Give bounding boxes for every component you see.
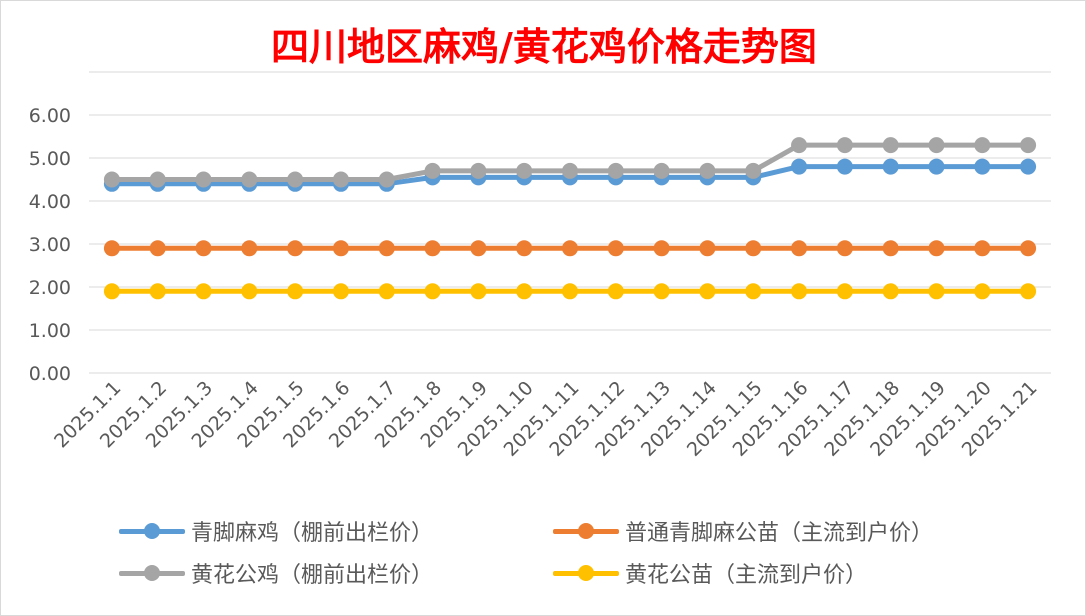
data-point-series-3 <box>332 171 349 188</box>
data-point-series-3 <box>745 162 762 179</box>
plot-area: 0.001.002.003.004.005.006.002025.1.12025… <box>29 71 1051 461</box>
data-point-series-4 <box>699 283 716 300</box>
data-point-series-4 <box>378 283 395 300</box>
data-point-series-2 <box>745 240 762 257</box>
data-point-series-4 <box>882 283 899 300</box>
data-point-series-3 <box>241 171 258 188</box>
data-point-series-4 <box>241 283 258 300</box>
data-point-series-3 <box>882 137 899 154</box>
data-point-series-2 <box>424 240 441 257</box>
legend-swatch-series-3 <box>119 553 185 593</box>
legend-item-series-1: 青脚麻鸡（棚前出栏价） <box>119 511 433 551</box>
data-point-series-2 <box>287 240 304 257</box>
data-point-series-4 <box>1020 283 1037 300</box>
y-tick-label: 0.00 <box>29 363 71 385</box>
chart-title: 四川地区麻鸡/黄花鸡价格走势图 <box>271 24 817 69</box>
data-point-series-4 <box>745 283 762 300</box>
data-point-series-2 <box>195 240 212 257</box>
legend-swatch-series-2 <box>553 511 619 551</box>
legend-label-series-2: 普通青脚麻公苗（主流到户价） <box>625 521 934 546</box>
data-point-series-3 <box>149 171 166 188</box>
legend-swatch-series-4 <box>553 553 619 593</box>
data-point-series-3 <box>516 162 533 179</box>
data-point-series-2 <box>470 240 487 257</box>
data-point-series-4 <box>928 283 945 300</box>
data-point-series-3 <box>653 162 670 179</box>
data-point-series-4 <box>103 283 120 300</box>
data-point-series-1 <box>928 158 945 175</box>
data-point-series-2 <box>974 240 991 257</box>
legend-item-series-3: 黄花公鸡（棚前出栏价） <box>119 553 433 593</box>
data-point-series-1 <box>791 158 808 175</box>
data-point-series-2 <box>332 240 349 257</box>
data-point-series-4 <box>653 283 670 300</box>
y-tick-label: 6.00 <box>29 105 71 127</box>
legend-item-series-4: 黄花公苗（主流到户价） <box>553 553 867 593</box>
legend-label-series-1: 青脚麻鸡（棚前出栏价） <box>191 521 434 546</box>
legend: 青脚麻鸡（棚前出栏价） 普通青脚麻公苗（主流到户价） 黄花公鸡（棚前出栏价） 黄… <box>1 509 1086 599</box>
data-point-series-2 <box>562 240 578 257</box>
data-point-series-4 <box>424 283 441 300</box>
data-point-series-3 <box>287 171 304 188</box>
data-point-series-1 <box>836 158 853 175</box>
data-point-series-3 <box>928 137 945 154</box>
data-point-series-2 <box>882 240 899 257</box>
legend-label-series-4: 黄花公苗（主流到户价） <box>625 563 868 588</box>
data-point-series-2 <box>836 240 853 257</box>
data-point-series-3 <box>607 162 624 179</box>
data-point-series-3 <box>562 162 578 179</box>
data-point-series-2 <box>928 240 945 257</box>
y-tick-label: 2.00 <box>29 277 71 299</box>
y-tick-label: 5.00 <box>29 148 71 170</box>
data-point-series-3 <box>424 162 441 179</box>
data-point-series-1 <box>974 158 991 175</box>
data-point-series-2 <box>378 240 395 257</box>
data-point-series-4 <box>607 283 624 300</box>
data-point-series-4 <box>516 283 533 300</box>
data-point-series-4 <box>791 283 808 300</box>
data-point-series-3 <box>836 137 853 154</box>
data-point-series-2 <box>607 240 624 257</box>
data-point-series-2 <box>653 240 670 257</box>
data-point-series-4 <box>149 283 166 300</box>
y-tick-label: 3.00 <box>29 234 71 256</box>
data-point-series-3 <box>470 162 487 179</box>
data-point-series-2 <box>516 240 533 257</box>
legend-item-series-2: 普通青脚麻公苗（主流到户价） <box>553 511 933 551</box>
data-point-series-2 <box>1020 240 1037 257</box>
data-point-series-4 <box>195 283 212 300</box>
data-point-series-4 <box>332 283 349 300</box>
data-point-series-4 <box>836 283 853 300</box>
data-point-series-2 <box>241 240 258 257</box>
data-point-series-4 <box>470 283 487 300</box>
data-point-series-2 <box>149 240 166 257</box>
data-point-series-1 <box>1020 158 1037 175</box>
data-point-series-3 <box>195 171 212 188</box>
data-point-series-3 <box>103 171 120 188</box>
data-point-series-2 <box>103 240 120 257</box>
data-point-series-3 <box>378 171 395 188</box>
data-point-series-3 <box>1020 137 1037 154</box>
data-point-series-3 <box>699 162 716 179</box>
data-point-series-1 <box>882 158 899 175</box>
legend-label-series-3: 黄花公鸡（棚前出栏价） <box>191 563 434 588</box>
data-point-series-4 <box>974 283 991 300</box>
legend-swatch-series-1 <box>119 511 185 551</box>
data-point-series-2 <box>699 240 716 257</box>
data-point-series-4 <box>562 283 578 300</box>
y-tick-label: 1.00 <box>29 320 71 342</box>
data-point-series-2 <box>791 240 808 257</box>
data-point-series-4 <box>287 283 304 300</box>
data-point-series-3 <box>974 137 991 154</box>
y-tick-label: 4.00 <box>29 191 71 213</box>
data-point-series-3 <box>791 137 808 154</box>
